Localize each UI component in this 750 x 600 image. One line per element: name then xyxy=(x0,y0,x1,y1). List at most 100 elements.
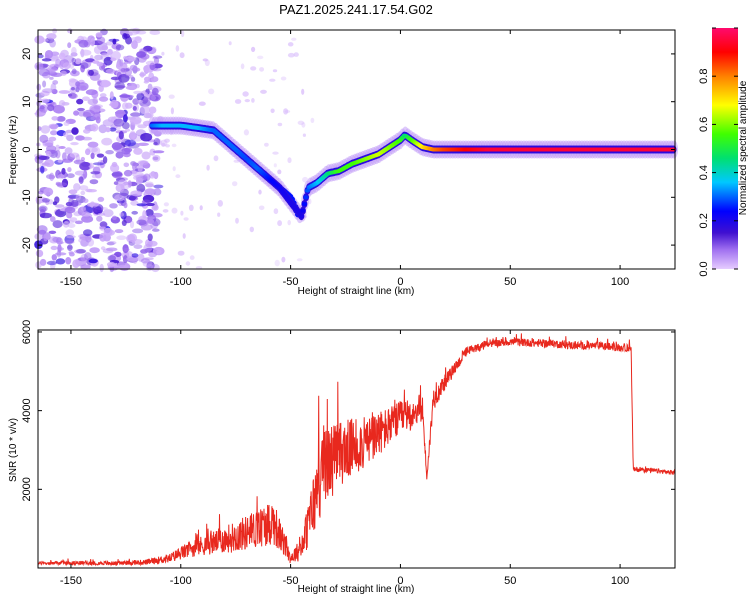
noise-cell xyxy=(67,28,73,34)
noise-cell xyxy=(132,228,144,234)
noise-cell xyxy=(132,27,141,34)
noise-cell xyxy=(50,216,56,223)
noise-cell xyxy=(56,249,62,258)
noise-cell xyxy=(153,184,164,189)
noise-cell xyxy=(64,206,76,214)
noise-cell xyxy=(119,59,124,67)
noise-cell xyxy=(281,256,286,263)
snr-y-ticks: 2000 4000 6000 xyxy=(21,320,675,502)
noise-cell xyxy=(69,217,78,222)
noise-cell xyxy=(179,52,185,59)
noise-cell xyxy=(217,200,223,207)
noise-cell xyxy=(156,249,162,255)
noise-cell xyxy=(146,261,155,270)
noise-cell xyxy=(62,132,69,138)
noise-cell xyxy=(87,202,100,207)
noise-cell xyxy=(273,208,279,215)
noise-cell xyxy=(85,58,95,63)
colorbar-label: Normalized spectral amplitude xyxy=(738,80,749,215)
noise-cell xyxy=(143,97,153,101)
noise-cell xyxy=(301,88,305,95)
noise-cell xyxy=(242,91,249,97)
noise-cell xyxy=(58,100,66,107)
noise-cell xyxy=(45,150,52,157)
noise-cell xyxy=(40,98,50,104)
noise-cell xyxy=(129,64,138,71)
noise-cell xyxy=(114,229,124,234)
noise-cell xyxy=(64,147,73,155)
noise-cell xyxy=(114,81,125,90)
noise-cell xyxy=(151,95,156,101)
noise-cell xyxy=(74,220,83,225)
noise-cell xyxy=(73,183,81,192)
noise-cell xyxy=(49,39,56,48)
noise-cell xyxy=(105,127,111,133)
noise-cell xyxy=(131,210,138,215)
noise-cell xyxy=(149,106,157,114)
noise-cell xyxy=(152,154,161,162)
noise-cell xyxy=(108,103,119,107)
noise-cell xyxy=(42,198,50,203)
noise-cell xyxy=(34,62,44,71)
noise-cell xyxy=(243,129,249,136)
noise-cell xyxy=(122,102,129,110)
noise-cell xyxy=(97,196,105,202)
noise-cell xyxy=(251,98,255,103)
spectrogram-cells xyxy=(34,27,679,273)
noise-cell xyxy=(145,112,154,118)
noise-cell xyxy=(143,45,153,52)
noise-cell xyxy=(244,99,250,103)
x-tick-label: 0 xyxy=(397,276,403,288)
noise-cell xyxy=(90,123,99,132)
noise-cell xyxy=(123,169,133,177)
noise-cell xyxy=(137,124,148,129)
y-tick-label: 0 xyxy=(21,146,33,152)
noise-cell xyxy=(58,52,66,60)
noise-cell xyxy=(149,30,161,35)
noise-cell xyxy=(82,96,90,101)
noise-cell xyxy=(121,147,131,155)
noise-cell xyxy=(69,61,75,69)
noise-cell xyxy=(113,181,119,186)
noise-cell xyxy=(287,219,292,226)
noise-cell xyxy=(136,203,148,207)
colorbar-tick-label: 0.4 xyxy=(698,165,710,180)
noise-cell xyxy=(85,89,98,96)
noise-cell xyxy=(149,148,156,156)
noise-cell xyxy=(152,150,165,154)
noise-cell xyxy=(132,171,144,178)
noise-cell xyxy=(153,137,161,146)
noise-cell xyxy=(42,80,47,88)
noise-cell xyxy=(162,209,169,213)
noise-cell xyxy=(175,174,181,179)
noise-cell xyxy=(70,199,79,208)
noise-cell xyxy=(269,78,276,82)
noise-cell xyxy=(55,204,65,208)
y-tick-label: -10 xyxy=(21,189,33,205)
y-tick-label: 10 xyxy=(21,96,33,108)
noise-cell xyxy=(101,52,109,57)
x-tick-label: -100 xyxy=(170,276,192,288)
x-tick-label: 100 xyxy=(611,276,629,288)
noise-cell xyxy=(37,54,44,59)
noise-cell xyxy=(107,255,117,262)
noise-cell xyxy=(188,204,194,211)
noise-cell xyxy=(151,263,160,273)
noise-cell xyxy=(110,163,120,173)
noise-cell xyxy=(52,220,63,229)
noise-cell xyxy=(55,258,66,265)
noise-cell xyxy=(84,252,92,261)
noise-cell xyxy=(41,162,51,166)
noise-cell xyxy=(83,128,91,134)
noise-cell xyxy=(180,210,184,216)
noise-cell xyxy=(287,157,292,164)
noise-cell xyxy=(50,245,58,251)
noise-cell xyxy=(90,152,95,159)
noise-cell xyxy=(89,179,99,185)
noise-cell xyxy=(123,61,129,65)
noise-cell xyxy=(55,182,68,187)
noise-cell xyxy=(98,124,108,134)
noise-cell xyxy=(118,73,130,83)
colorbar-tick-label: 0.0 xyxy=(698,261,710,276)
noise-cell xyxy=(152,228,160,232)
